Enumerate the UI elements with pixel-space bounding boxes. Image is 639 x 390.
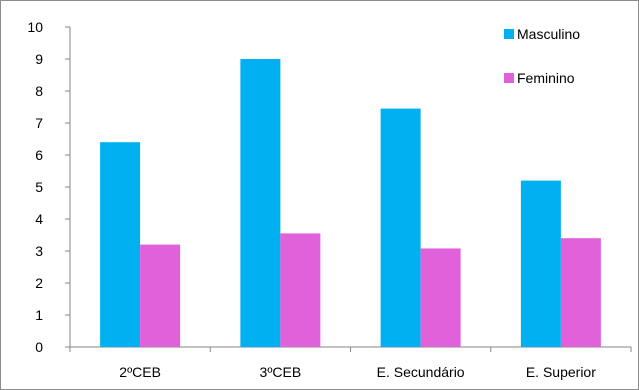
- legend-swatch-feminino: [504, 73, 514, 83]
- y-tick-label: 9: [35, 51, 43, 67]
- y-tick-label: 0: [35, 339, 43, 355]
- legend-label-feminino: Feminino: [517, 70, 575, 86]
- chart-bars: [100, 59, 601, 347]
- y-tick-label: 7: [35, 115, 43, 131]
- bar-masculino-4: [520, 180, 561, 347]
- x-tick-label: E. Superior: [526, 364, 596, 380]
- x-tick-label: E. Secundário: [377, 364, 465, 380]
- y-tick-label: 2: [35, 275, 43, 291]
- y-tick-label: 4: [35, 211, 43, 227]
- bar-masculino-3: [380, 108, 421, 347]
- bar-feminino-3: [420, 248, 461, 347]
- x-tick-label: 2ºCEB: [119, 364, 161, 380]
- legend-label-masculino: Masculino: [517, 26, 580, 42]
- y-tick-label: 10: [27, 19, 43, 35]
- bar-feminino-1: [140, 244, 181, 347]
- chart-legend: Masculino Feminino: [504, 26, 580, 86]
- bar-masculino-1: [100, 142, 141, 347]
- bar-feminino-4: [560, 238, 601, 347]
- legend-swatch-masculino: [504, 29, 514, 39]
- y-tick-label: 8: [35, 83, 43, 99]
- bar-feminino-2: [280, 233, 321, 347]
- y-tick-label: 6: [35, 147, 43, 163]
- bar-masculino-2: [240, 59, 281, 347]
- y-tick-label: 1: [35, 307, 43, 323]
- y-tick-label: 5: [35, 179, 43, 195]
- y-tick-label: 3: [35, 243, 43, 259]
- x-tick-label: 3ºCEB: [260, 364, 302, 380]
